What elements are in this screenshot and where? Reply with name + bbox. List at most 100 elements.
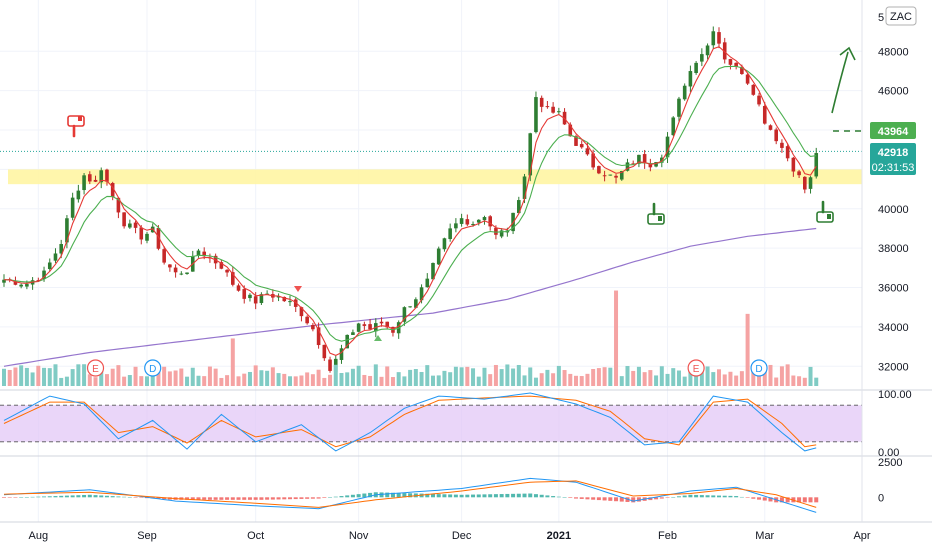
volume-bar	[299, 375, 304, 386]
candle-body	[156, 227, 161, 249]
macd-histogram-bar	[591, 497, 596, 500]
candle-body	[168, 264, 172, 268]
candle-body	[448, 228, 452, 240]
event-marker-label: E	[92, 364, 99, 375]
macd-histogram-bar	[751, 497, 756, 499]
candle-body	[442, 238, 447, 250]
candle-body	[145, 233, 149, 241]
volume-bar	[413, 369, 418, 386]
candle-body	[293, 299, 298, 307]
volume-bar	[728, 371, 733, 386]
macd-histogram-bar	[70, 495, 75, 498]
volume-bar	[774, 377, 779, 386]
candle-body	[202, 251, 206, 257]
candle-body	[568, 124, 573, 137]
candle-body	[385, 321, 390, 328]
volume-bar	[53, 364, 58, 386]
volume-bar	[459, 367, 464, 386]
volume-bar	[745, 313, 750, 386]
macd-histogram-bar	[310, 497, 315, 499]
volume-bar	[293, 376, 298, 386]
candle-body	[602, 175, 607, 177]
volume-bar	[207, 366, 212, 386]
candle-body	[677, 98, 681, 117]
volume-bar	[499, 369, 504, 386]
macd-histogram-bar	[757, 497, 762, 500]
macd-histogram-bar	[316, 497, 321, 499]
volume-bar	[139, 376, 144, 386]
candle-body	[122, 212, 126, 227]
candle-body	[465, 219, 470, 225]
volume-bar	[511, 368, 516, 386]
symbol-badge-text: ZAC	[890, 11, 912, 23]
candle-body	[797, 171, 801, 176]
macd-histogram-bar	[699, 495, 704, 498]
macd-histogram-bar	[322, 497, 327, 498]
volume-bar	[556, 365, 561, 386]
volume-bar	[442, 370, 447, 386]
candle-body	[408, 306, 412, 308]
macd-histogram-bar	[76, 495, 81, 498]
volume-bar	[471, 368, 476, 386]
volume-bar	[19, 365, 24, 386]
candle-body	[13, 281, 18, 285]
candle-body	[2, 279, 6, 283]
sell-marker-icon	[294, 286, 302, 292]
oscillator-band	[0, 405, 862, 442]
macd-histogram-bar	[614, 497, 619, 502]
candle-body	[305, 316, 309, 324]
candle-body	[299, 307, 304, 317]
volume-bar	[448, 372, 453, 386]
symbol-badge[interactable]: ZAC	[885, 6, 917, 26]
signal-line	[3, 480, 817, 508]
volume-bar	[785, 364, 790, 386]
volume-bar	[373, 364, 378, 386]
volume-bar	[253, 365, 258, 386]
macd-histogram-bar	[814, 497, 819, 503]
candle-body	[436, 248, 441, 265]
candle-body	[619, 171, 624, 180]
candle-body	[648, 164, 653, 168]
candle-body	[248, 294, 252, 299]
volume-bar	[173, 370, 178, 386]
volume-bar	[213, 368, 218, 386]
macd-histogram-bar	[93, 495, 98, 498]
macd-histogram-bar	[104, 495, 109, 498]
candle-body	[76, 190, 81, 200]
candle-body	[494, 227, 498, 235]
macd-histogram-bar	[476, 494, 481, 498]
candle-body	[625, 162, 630, 171]
volume-bar	[196, 375, 201, 386]
volume-bar	[453, 366, 458, 386]
volume-bar	[7, 369, 12, 386]
time-tick-label: Dec	[452, 530, 472, 542]
ma-mid-line	[3, 65, 817, 342]
candle-body	[402, 307, 407, 322]
macd-histogram-bar	[768, 497, 773, 502]
price-tick-label: 36000	[878, 283, 909, 295]
macd-histogram-bar	[196, 497, 201, 500]
candle-body	[597, 166, 601, 174]
macd-histogram-bar	[225, 497, 230, 500]
macd-histogram-bar	[219, 497, 224, 500]
target-price-text: 43964	[878, 126, 909, 138]
volume-bar	[568, 373, 573, 386]
macd-histogram-bar	[579, 497, 584, 499]
candle-body	[419, 287, 424, 301]
candle-body	[665, 136, 670, 158]
volume-bar	[396, 372, 401, 386]
support-zone	[8, 169, 862, 185]
volume-bar	[631, 370, 636, 386]
volume-bar	[265, 370, 270, 386]
volume-bar	[488, 374, 493, 386]
macd-histogram-bar	[190, 497, 195, 500]
volume-bar	[682, 376, 687, 386]
event-marker	[687, 359, 705, 377]
candle-body	[351, 332, 355, 335]
volume-bar	[431, 375, 435, 386]
candle-body	[231, 272, 235, 285]
macd-histogram-bar	[442, 494, 447, 498]
candle-body	[757, 95, 761, 105]
